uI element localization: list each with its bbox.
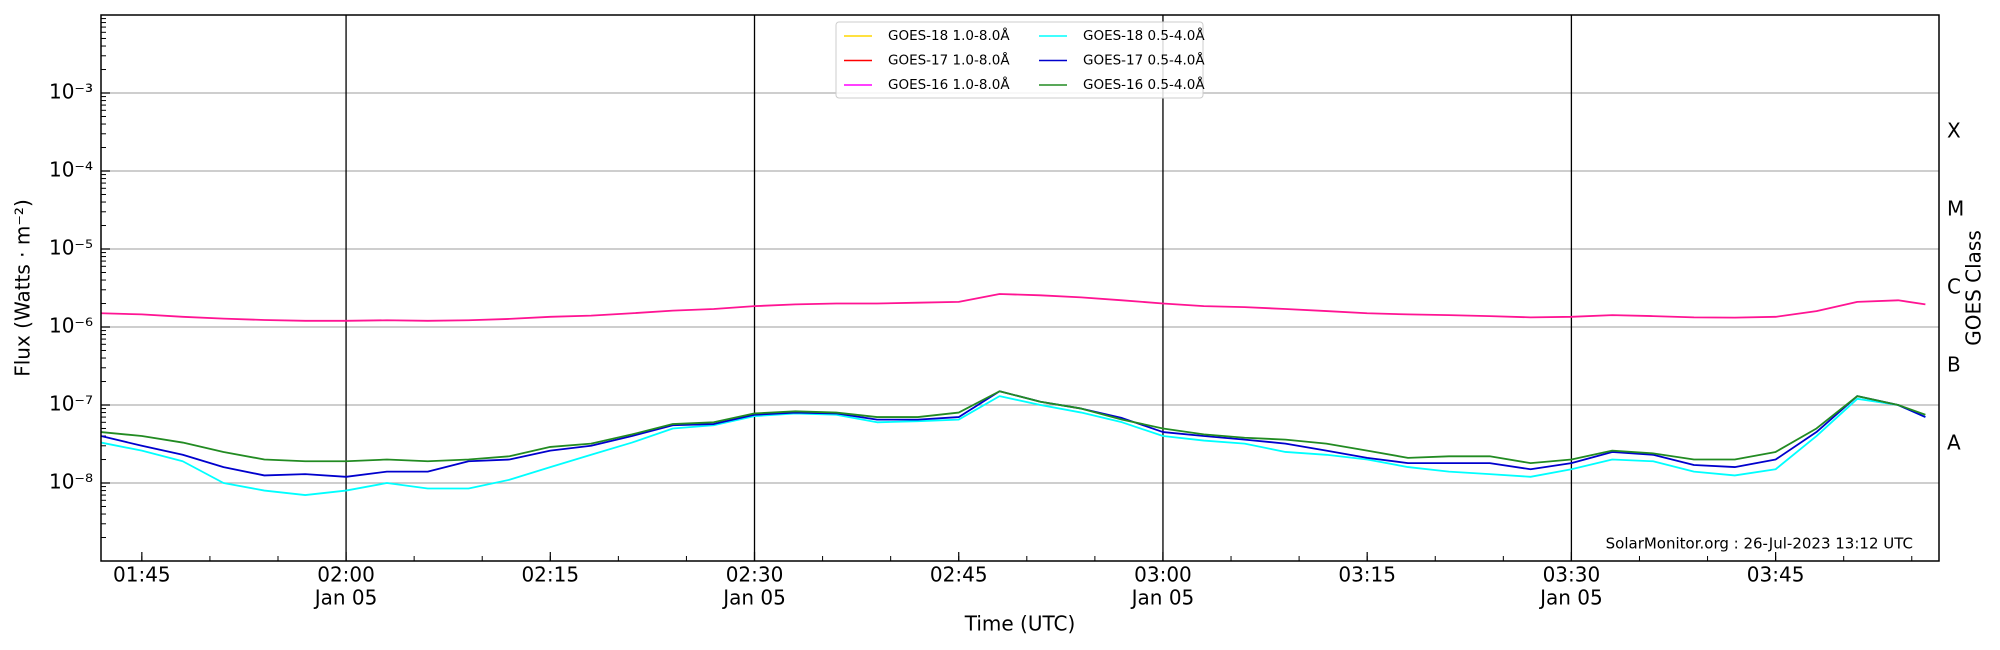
legend-label: GOES-17 1.0-8.0Å (888, 52, 1010, 69)
y2-tick-label: C (1947, 275, 1961, 299)
x-tick-label: 03:00 (1134, 563, 1192, 587)
legend-label: GOES-17 0.5-4.0Å (1083, 52, 1205, 69)
y-tick-label: 10⁻⁴ (49, 158, 93, 182)
y-tick-label: 10⁻⁸ (49, 470, 93, 494)
x-tick-label: 02:30 (726, 563, 784, 587)
x-tick-label: 02:15 (521, 563, 579, 587)
y-tick-label: 10⁻⁷ (49, 392, 93, 416)
x-tick-date: Jan 05 (313, 586, 378, 610)
series-line (100, 395, 1926, 496)
y2-tick-label: A (1947, 431, 1961, 455)
series-line (100, 293, 1926, 322)
legend-box (835, 21, 1204, 99)
x-tick-date: Jan 05 (721, 586, 786, 610)
y-axis-label: Flux (Watts · m⁻²) (11, 199, 35, 377)
x-tick-label: 03:45 (1747, 563, 1805, 587)
legend-label: GOES-16 1.0-8.0Å (888, 76, 1010, 93)
y2-tick-label: X (1947, 119, 1961, 143)
x-tick-date: Jan 05 (1130, 586, 1195, 610)
y-tick-label: 10⁻⁶ (49, 314, 93, 338)
legend-label: GOES-18 0.5-4.0Å (1083, 27, 1205, 44)
x-tick-label: 02:00 (317, 563, 375, 587)
x-tick-label: 03:30 (1543, 563, 1601, 587)
y2-tick-label: M (1947, 197, 1964, 221)
legend: GOES-18 1.0-8.0Å GOES-17 1.0-8.0Å GOES-16 … (835, 21, 1205, 99)
x-tick-label: 01:45 (113, 563, 171, 587)
y2-axis-label: GOES Class (1962, 230, 1986, 346)
annotation: SolarMonitor.org : 26-Jul-2023 13:12 UTC (1606, 535, 1913, 553)
x-tick-label: 03:15 (1338, 563, 1396, 587)
y-tick-label: 10⁻³ (49, 80, 93, 104)
x-tick-label: 02:45 (930, 563, 988, 587)
series-line (100, 390, 1926, 464)
legend-label: GOES-18 1.0-8.0Å (888, 27, 1010, 44)
y-tick-label: 10⁻⁵ (49, 236, 93, 260)
y2-tick-label: B (1947, 353, 1961, 377)
legend-label: GOES-16 0.5-4.0Å (1083, 76, 1205, 93)
x-tick-date: Jan 05 (1538, 586, 1603, 610)
series-line (100, 390, 1926, 478)
plot-frame (100, 14, 1940, 562)
x-axis-label: Time (UTC) (964, 612, 1076, 636)
